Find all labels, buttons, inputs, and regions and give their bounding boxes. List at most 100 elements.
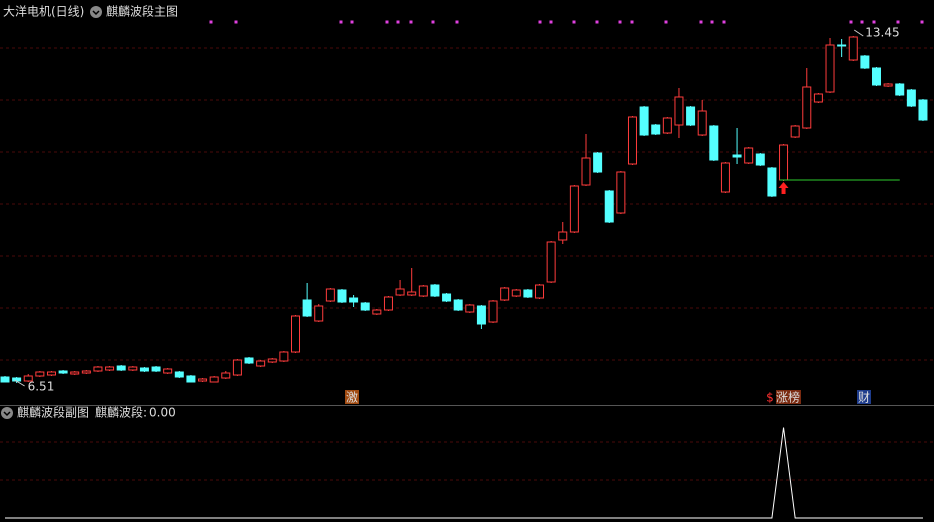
toggle-icon[interactable] bbox=[1, 407, 13, 419]
candle-body bbox=[279, 351, 289, 362]
candle-body bbox=[732, 154, 742, 158]
candle-body bbox=[46, 371, 56, 376]
signal-dot bbox=[538, 20, 542, 24]
candle-body bbox=[686, 106, 696, 126]
candle-body bbox=[511, 289, 521, 297]
candle-body bbox=[488, 300, 498, 323]
candle-body bbox=[383, 296, 393, 311]
candle-body bbox=[860, 55, 870, 69]
signal-dot bbox=[664, 20, 668, 24]
candle-body bbox=[535, 284, 545, 299]
signal-dot bbox=[431, 20, 435, 24]
toggle-chevron bbox=[92, 10, 100, 16]
signal-dot bbox=[595, 20, 599, 24]
badge-bg bbox=[857, 390, 871, 404]
candle-body bbox=[709, 125, 719, 161]
candle-body bbox=[593, 152, 603, 173]
candle-body bbox=[755, 153, 765, 166]
chart-title: 大洋电机(日线) bbox=[3, 4, 84, 19]
signal-dot bbox=[455, 20, 459, 24]
candle-body bbox=[407, 291, 417, 296]
candle-body bbox=[837, 44, 847, 47]
candle-body bbox=[174, 371, 184, 378]
candle-body bbox=[58, 370, 68, 374]
plot: 13.45 6.51 bbox=[0, 26, 928, 519]
candle-body bbox=[116, 365, 126, 371]
candle-body bbox=[93, 366, 103, 372]
header: 大洋电机(日线) 麒麟波段主图 麒麟波段副图 麒麟波段: 0.00 bbox=[1, 4, 178, 420]
signal-dot bbox=[572, 20, 576, 24]
candle-body bbox=[0, 376, 10, 383]
pointer bbox=[14, 379, 25, 387]
toggle-icon[interactable] bbox=[90, 6, 102, 18]
candle-body bbox=[139, 367, 149, 372]
candle-body bbox=[337, 289, 347, 303]
candle-body bbox=[23, 375, 33, 382]
candle-body bbox=[12, 377, 22, 382]
candle-body bbox=[151, 366, 161, 372]
candle-body bbox=[35, 371, 45, 377]
toggle-chevron bbox=[3, 411, 11, 417]
signal-dot bbox=[710, 20, 714, 24]
candle-body bbox=[697, 110, 707, 136]
indicator-title: 麒麟波段副图 bbox=[17, 405, 89, 420]
candle-body bbox=[395, 288, 405, 296]
signal-dot bbox=[722, 20, 726, 24]
indicator-name: 麒麟波段: bbox=[95, 405, 147, 420]
candle-body bbox=[418, 285, 428, 297]
signal-dot bbox=[409, 20, 413, 24]
signal-dot bbox=[618, 20, 622, 24]
signal-dot bbox=[234, 20, 238, 24]
candle-body bbox=[256, 360, 266, 367]
candle-body bbox=[767, 167, 777, 197]
candle-body bbox=[616, 171, 626, 214]
signal-dot bbox=[872, 20, 876, 24]
signal-dot bbox=[920, 20, 924, 24]
pointer bbox=[853, 29, 864, 37]
candle-body bbox=[360, 302, 370, 311]
candle-body bbox=[813, 93, 823, 103]
candle-body bbox=[790, 125, 800, 138]
candle-body bbox=[465, 304, 475, 313]
candle-body bbox=[651, 124, 661, 135]
badges: 激 $ 涨榜 财 bbox=[345, 390, 871, 405]
indicator-line bbox=[5, 427, 923, 519]
candle-body bbox=[872, 67, 881, 86]
candle-body bbox=[662, 117, 672, 134]
signal-dots bbox=[209, 20, 924, 24]
candle-body bbox=[639, 106, 649, 136]
candle-body bbox=[232, 359, 242, 376]
candle-body bbox=[500, 287, 510, 301]
candle-body bbox=[569, 185, 579, 233]
chart-subtitle: 麒麟波段主图 bbox=[106, 4, 178, 19]
candle-body bbox=[198, 378, 208, 382]
candle-body bbox=[244, 357, 254, 364]
indicator-value: 0.00 bbox=[149, 406, 176, 420]
candle-body bbox=[476, 305, 486, 325]
candle-body bbox=[430, 284, 440, 297]
candle-body bbox=[779, 144, 789, 181]
signal-dot bbox=[396, 20, 400, 24]
candle-body bbox=[302, 299, 312, 317]
signal-dot bbox=[860, 20, 864, 24]
candle-body bbox=[163, 368, 173, 374]
signal-arrow bbox=[778, 182, 789, 194]
badge: 财 bbox=[858, 391, 870, 405]
candle-body bbox=[442, 293, 452, 302]
signal-dot bbox=[849, 20, 853, 24]
candle-body bbox=[186, 375, 196, 383]
badge-bg bbox=[776, 390, 801, 404]
badge: $ bbox=[766, 391, 774, 405]
candle-body bbox=[523, 289, 533, 298]
candle-body bbox=[883, 83, 893, 87]
candle-body bbox=[267, 358, 277, 363]
candle-body bbox=[848, 36, 858, 61]
candle-body bbox=[209, 376, 219, 383]
signal-dot bbox=[209, 20, 213, 24]
candle-body bbox=[802, 86, 812, 129]
candle-body bbox=[906, 89, 916, 107]
candle-body bbox=[720, 162, 730, 193]
candle-body bbox=[825, 44, 835, 93]
